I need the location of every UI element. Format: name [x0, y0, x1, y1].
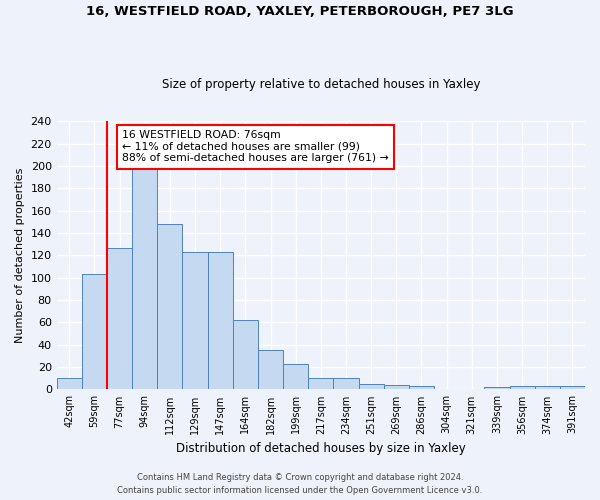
Bar: [107, 248, 132, 390]
Bar: [132, 170, 157, 390]
Bar: [334, 378, 359, 390]
Bar: [359, 384, 384, 390]
Bar: [484, 387, 509, 390]
Text: Contains HM Land Registry data © Crown copyright and database right 2024.
Contai: Contains HM Land Registry data © Crown c…: [118, 474, 482, 495]
Bar: [409, 386, 434, 390]
Y-axis label: Number of detached properties: Number of detached properties: [15, 168, 25, 343]
Title: Size of property relative to detached houses in Yaxley: Size of property relative to detached ho…: [161, 78, 480, 91]
Bar: [233, 320, 258, 390]
Bar: [157, 224, 182, 390]
Bar: [56, 378, 82, 390]
Bar: [384, 385, 409, 390]
Bar: [258, 350, 283, 390]
Text: 16 WESTFIELD ROAD: 76sqm
← 11% of detached houses are smaller (99)
88% of semi-d: 16 WESTFIELD ROAD: 76sqm ← 11% of detach…: [122, 130, 389, 164]
X-axis label: Distribution of detached houses by size in Yaxley: Distribution of detached houses by size …: [176, 442, 466, 455]
Bar: [509, 386, 535, 390]
Bar: [308, 378, 334, 390]
Bar: [283, 364, 308, 390]
Bar: [208, 252, 233, 390]
Bar: [182, 252, 208, 390]
Bar: [535, 386, 560, 390]
Bar: [560, 386, 585, 390]
Text: 16, WESTFIELD ROAD, YAXLEY, PETERBOROUGH, PE7 3LG: 16, WESTFIELD ROAD, YAXLEY, PETERBOROUGH…: [86, 5, 514, 18]
Bar: [82, 274, 107, 390]
